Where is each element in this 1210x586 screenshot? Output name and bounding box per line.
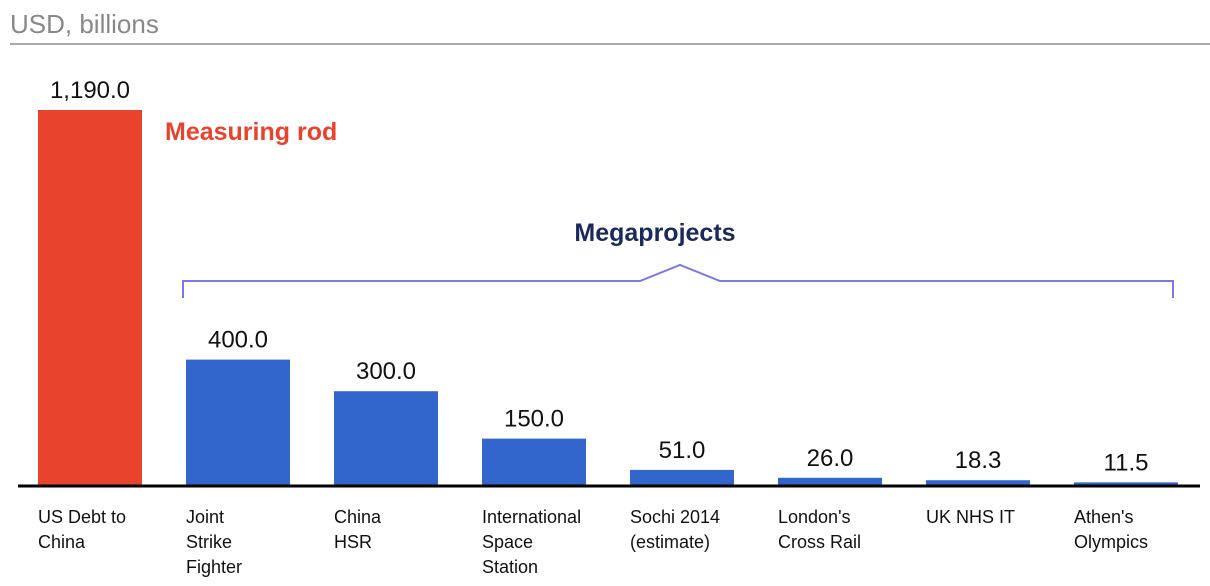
x-tick-label: UK NHS IT (926, 507, 1015, 527)
value-label: 400.0 (208, 327, 268, 354)
annotation: Measuring rod (165, 118, 337, 146)
x-tick-label: China HSR (334, 507, 382, 552)
x-tick-label: International Space Station (482, 507, 581, 577)
annotation: Megaprojects (574, 219, 735, 247)
bar (778, 477, 882, 486)
value-label: 11.5 (1104, 449, 1149, 476)
value-label: 1,190.0 (50, 77, 130, 104)
x-tick-label: London's Cross Rail (778, 507, 861, 552)
x-tick-label: Joint Strike Fighter (186, 507, 242, 577)
bar (334, 391, 438, 486)
value-label: 18.3 (955, 447, 1002, 474)
value-label: 51.0 (659, 437, 706, 464)
x-tick-label: Sochi 2014 (estimate) (630, 507, 720, 552)
bar (482, 438, 586, 486)
subtitle: USD, billions (10, 9, 159, 39)
bracket (182, 263, 1174, 298)
x-tick-label: Athen's Olympics (1074, 507, 1148, 552)
value-label: 150.0 (504, 406, 564, 433)
x-tick-label: US Debt to China (38, 507, 126, 552)
value-label: 300.0 (356, 358, 416, 385)
value-label: 26.0 (807, 445, 854, 472)
bar (630, 469, 734, 486)
bar (186, 359, 290, 486)
bar (38, 110, 142, 486)
bar (926, 480, 1030, 486)
bar (1074, 482, 1178, 486)
